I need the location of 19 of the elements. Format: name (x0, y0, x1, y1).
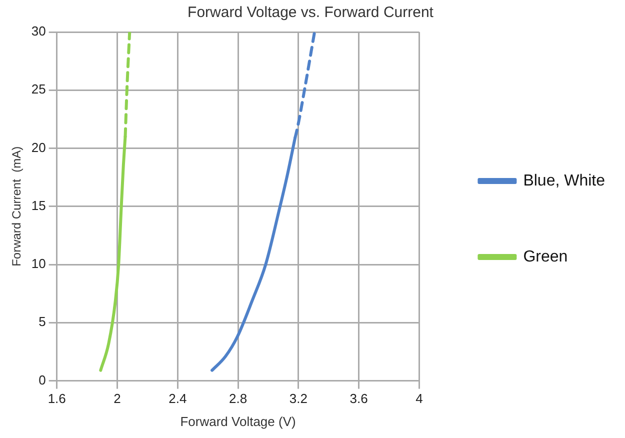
legend-label: Blue, White (523, 172, 606, 190)
legend-label: Green (523, 248, 568, 266)
x-tick-label: 2 (114, 391, 121, 406)
y-axis-title: Forward Current (mA) (10, 146, 24, 266)
x-axis-title: Forward Voltage (V) (180, 414, 296, 429)
y-tick-label: 20 (31, 140, 46, 155)
x-tick-label: 1.6 (48, 391, 66, 406)
x-tick-label: 2.8 (228, 391, 248, 406)
y-tick-label: 5 (38, 314, 46, 330)
x-tick-label: 2.4 (168, 391, 187, 406)
y-tick-label: 15 (31, 198, 46, 213)
y-tick-label: 0 (38, 372, 46, 388)
x-tick-label: 3.2 (289, 391, 308, 406)
y-tick-label: 30 (31, 24, 46, 39)
y-tick-label: 25 (31, 82, 46, 97)
x-tick-label: 4 (416, 391, 423, 406)
x-tick-label: 3.6 (350, 391, 368, 406)
y-tick-label: 10 (31, 256, 46, 272)
chart-title: Forward Voltage vs. Forward Current (188, 4, 434, 22)
